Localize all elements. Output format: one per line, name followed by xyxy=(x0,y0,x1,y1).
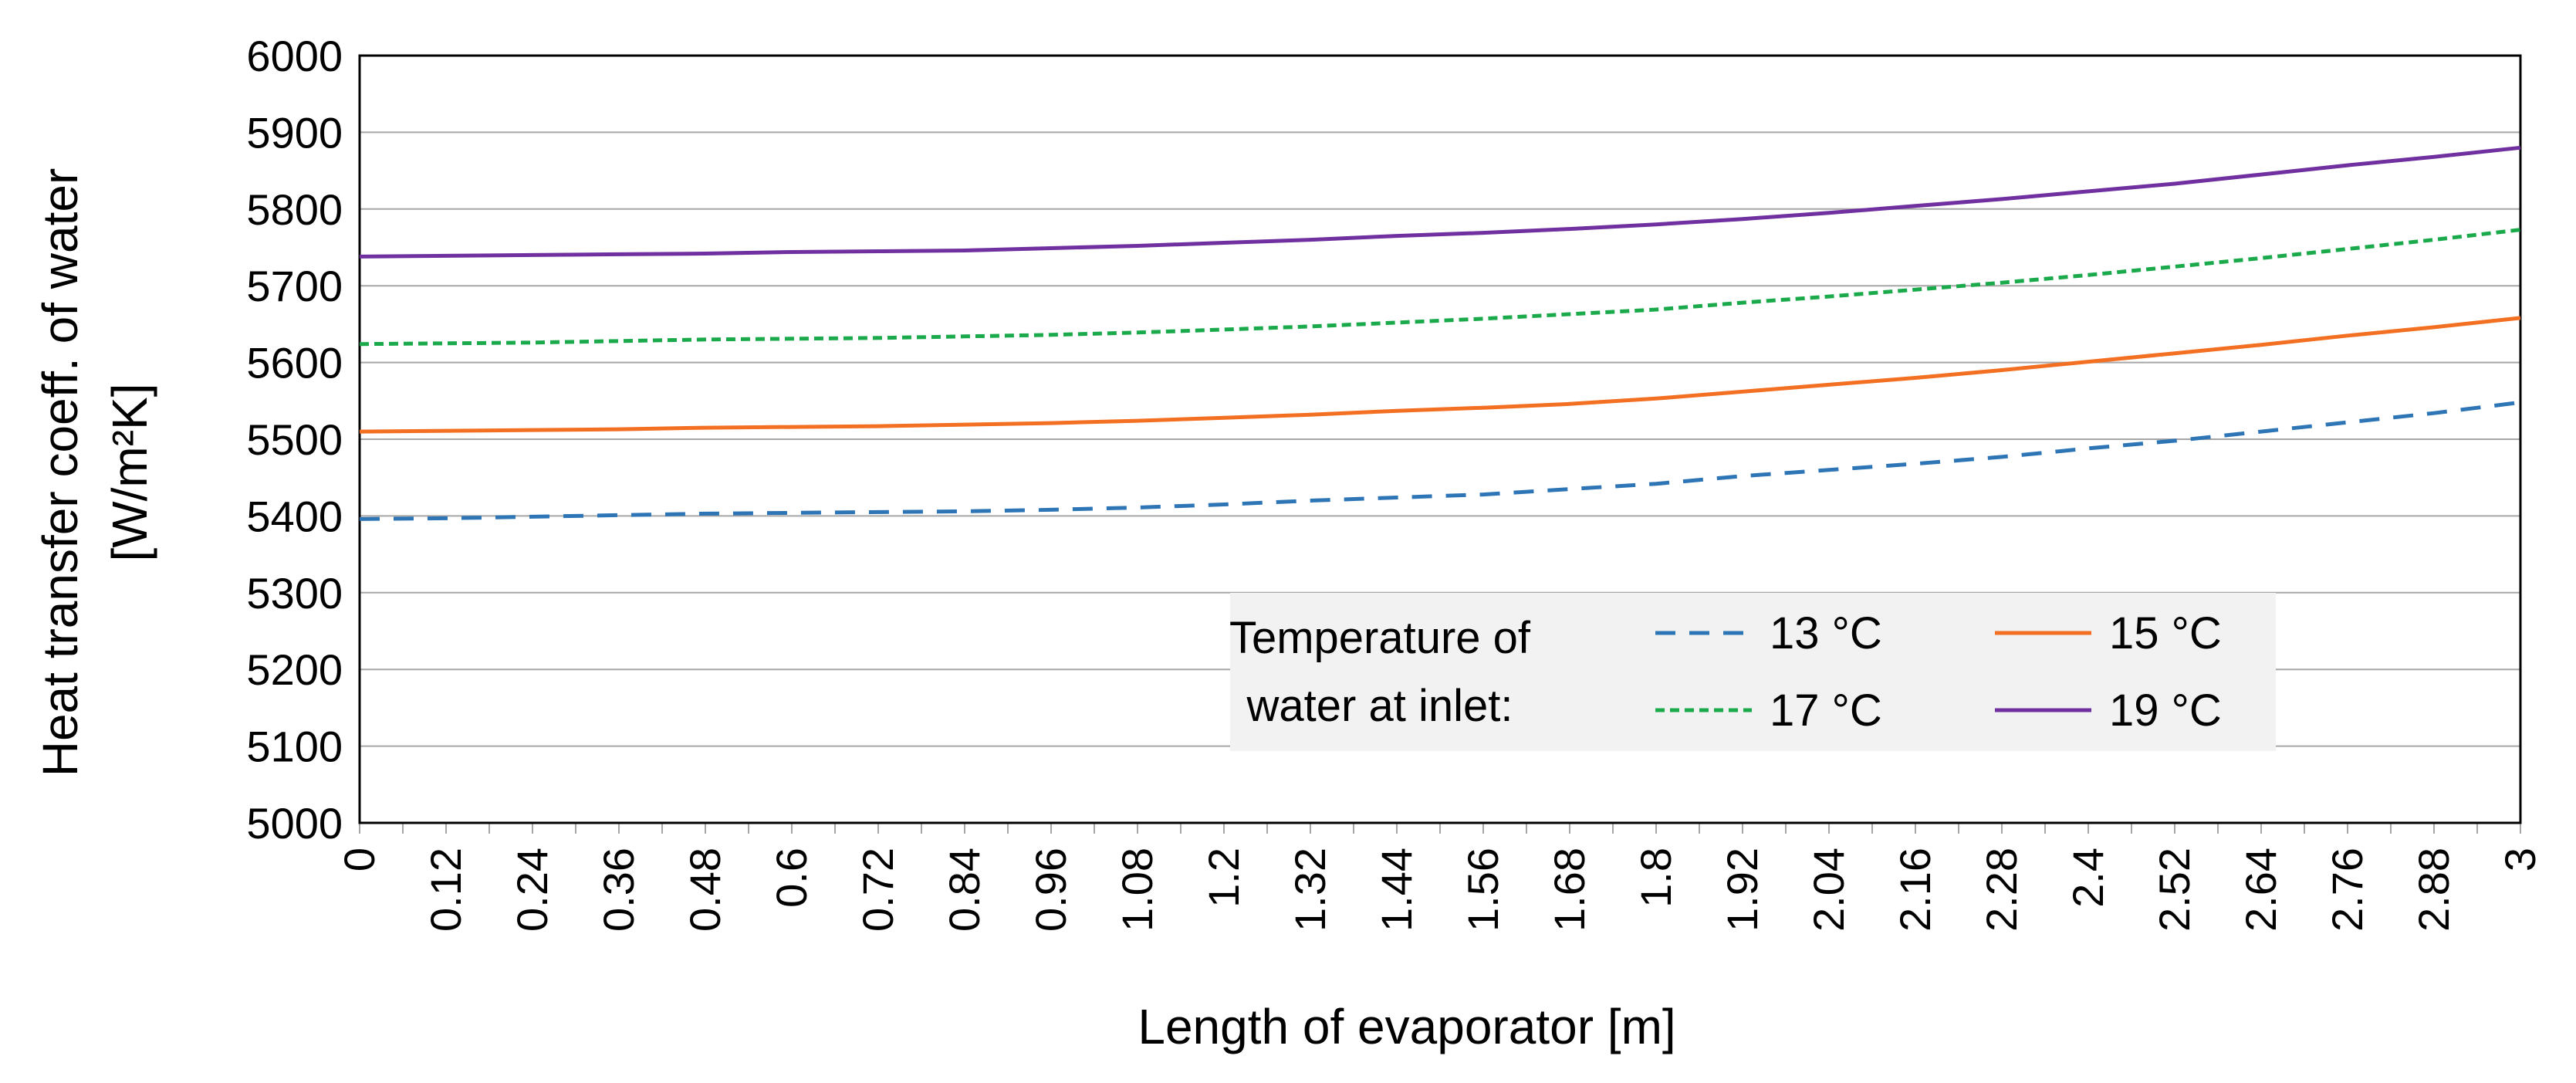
legend-label-1: 13 °C xyxy=(1770,608,1882,658)
x-tick-label: 0.36 xyxy=(594,848,643,932)
x-tick-label: 1.2 xyxy=(1199,848,1248,908)
y-axis-title: Heat transfer coeff. of water xyxy=(32,168,88,777)
x-tick-label: 0.12 xyxy=(421,848,470,932)
series-line-4 xyxy=(359,145,2521,259)
x-tick-label: 2.4 xyxy=(2064,848,2112,908)
x-tick-label: 1.08 xyxy=(1113,848,1161,932)
y-tick-label: 5400 xyxy=(246,492,343,540)
legend-label-4: 19 °C xyxy=(2109,685,2222,736)
y-tick-label: 6000 xyxy=(246,32,343,80)
y-tick-label: 5200 xyxy=(246,645,343,694)
legend-label-3: 17 °C xyxy=(1770,685,1882,736)
series-line-3 xyxy=(359,228,2521,347)
x-axis-title: Length of evaporator [m] xyxy=(1138,999,1675,1054)
y-tick-label: 5800 xyxy=(246,185,343,234)
x-tick-label: 2.64 xyxy=(2236,848,2285,932)
x-axis-ticks: 0 0.12 0.24 0.36 0.48 0.6 0.72 0.84 0.96 1.08 1.2 1… xyxy=(335,823,2544,932)
y-tick-label: 5700 xyxy=(246,262,343,310)
x-tick-label: 1.56 xyxy=(1459,848,1507,932)
x-tick-label: 2.88 xyxy=(2409,848,2458,932)
x-tick-label: 0.48 xyxy=(681,848,729,932)
legend-title-line2: water at inlet: xyxy=(1246,681,1513,731)
x-tick-label: 0.84 xyxy=(940,848,989,932)
x-tick-label: 0.24 xyxy=(508,848,556,932)
x-tick-label: 1.68 xyxy=(1545,848,1594,932)
x-tick-label: 2.52 xyxy=(2150,848,2199,932)
y-tick-label: 5100 xyxy=(246,723,343,771)
x-tick-label: 0 xyxy=(335,848,384,871)
y-axis-units: [W/m²K] xyxy=(102,383,157,561)
x-tick-label: 2.16 xyxy=(1891,848,1939,932)
x-tick-label: 0.96 xyxy=(1026,848,1075,932)
x-tick-label: 1.44 xyxy=(1372,848,1421,932)
x-tick-label: 3 xyxy=(2496,848,2544,871)
legend-label-2: 15 °C xyxy=(2109,608,2222,658)
x-tick-label: 2.04 xyxy=(1804,848,1853,932)
x-tick-label: 1.92 xyxy=(1718,848,1766,932)
series-line-1 xyxy=(359,400,2521,521)
x-tick-label: 2.28 xyxy=(1977,848,2026,932)
y-tick-label: 5000 xyxy=(246,799,343,848)
x-tick-label: 0.72 xyxy=(854,848,902,932)
x-tick-label: 1.32 xyxy=(1286,848,1334,932)
legend-title-line1: Temperature of xyxy=(1229,613,1531,663)
legend-box xyxy=(1230,593,2276,751)
series-layer xyxy=(359,145,2521,521)
series-line-2 xyxy=(359,316,2521,434)
x-tick-label: 1.8 xyxy=(1631,848,1680,908)
x-tick-label: 2.76 xyxy=(2323,848,2371,932)
y-axis-ticks: 5000 5100 5200 5300 5400 5500 5600 5700 5800 5900… xyxy=(246,32,343,848)
y-tick-label: 5500 xyxy=(246,415,343,464)
legend: Temperature of water at inlet: 13 °C 15 °… xyxy=(1229,593,2276,751)
x-tick-label: 0.6 xyxy=(767,848,816,908)
y-tick-label: 5600 xyxy=(246,339,343,388)
y-tick-label: 5900 xyxy=(246,108,343,157)
plot-area-frame xyxy=(358,54,2522,824)
y-tick-label: 5300 xyxy=(246,569,343,618)
